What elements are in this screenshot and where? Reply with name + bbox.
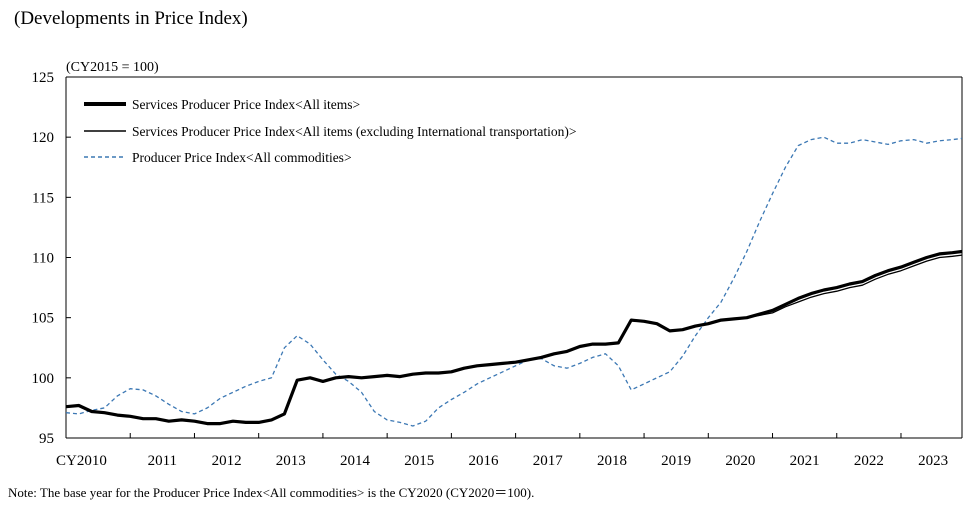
page-title: (Developments in Price Index) xyxy=(14,8,248,29)
y-tick-label: 100 xyxy=(32,371,55,387)
x-tick-label: 2012 xyxy=(212,453,242,469)
legend-label-spppi-all: Services Producer Price Index<All items> xyxy=(132,97,360,112)
y-tick-label: 95 xyxy=(39,431,54,447)
x-tick-label: 2022 xyxy=(854,453,884,469)
x-tick-label: 2018 xyxy=(597,453,627,469)
series-line-spppi-excl xyxy=(65,254,963,425)
y-axis-ticks: 95 100 105 110 115 120 125 xyxy=(32,70,71,447)
series-lines xyxy=(65,136,963,427)
series-line-spppi-all xyxy=(65,249,963,426)
legend: Services Producer Price Index<All items>… xyxy=(84,97,576,165)
x-tick-label: 2020 xyxy=(725,453,755,469)
x-tick-label: 2014 xyxy=(340,453,371,469)
x-tick-label: 2019 xyxy=(661,453,691,469)
y-tick-label: 120 xyxy=(32,130,55,146)
y-tick-label: 125 xyxy=(32,70,55,86)
y-tick-label: 105 xyxy=(32,311,55,327)
y-tick-label: 115 xyxy=(32,190,54,206)
x-tick-label: 2016 xyxy=(468,453,499,469)
x-tick-label: 2011 xyxy=(148,453,177,469)
legend-label-ppi-all: Producer Price Index<All commodities> xyxy=(132,150,352,165)
x-tick-label: 2017 xyxy=(533,453,564,469)
series-line-ppi-all xyxy=(65,136,963,427)
y-axis-unit-label: (CY2015 = 100) xyxy=(66,60,159,75)
y-tick-label: 110 xyxy=(32,251,54,267)
x-tick-label: 2023 xyxy=(918,453,948,469)
x-tick-label: 2021 xyxy=(790,453,820,469)
x-tick-label: CY2010 xyxy=(56,453,107,469)
x-tick-label: 2013 xyxy=(276,453,306,469)
footnote: Note: The base year for the Producer Pri… xyxy=(8,485,535,500)
legend-label-spppi-excl: Services Producer Price Index<All items … xyxy=(132,124,576,139)
x-axis-ticks: CY2010 2011 2012 2013 2014 2015 2016 2017 2018 20… xyxy=(56,433,948,469)
x-tick-label: 2015 xyxy=(404,453,434,469)
